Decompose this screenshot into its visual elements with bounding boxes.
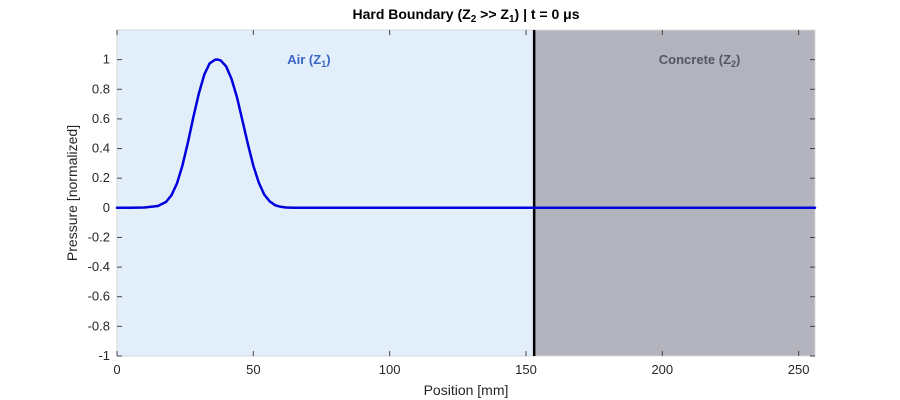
title-sub-z2: 2: [471, 14, 477, 25]
y-tick-label: 0.6: [92, 111, 110, 126]
y-tick-label: -1: [98, 348, 110, 363]
title-suffix: ) | t = 0 μs: [515, 6, 580, 22]
chart-title: Hard Boundary (Z2 >> Z1) | t = 0 μs: [352, 6, 579, 25]
x-tick-label: 200: [651, 362, 673, 377]
y-tick-label: 0.2: [92, 170, 110, 185]
y-tick-label: -0.6: [88, 289, 110, 304]
title-mid: >> Z: [476, 6, 509, 22]
region-air: [117, 30, 535, 356]
x-tick-label: 150: [515, 362, 537, 377]
y-tick-label: 0.8: [92, 81, 110, 96]
x-tick-label: 100: [379, 362, 401, 377]
y-tick-label: 0: [103, 200, 110, 215]
series-layer: [115, 58, 817, 210]
plot-regions: [117, 30, 815, 356]
title-prefix: Hard Boundary (Z: [352, 6, 471, 22]
y-tick-label: -0.2: [88, 229, 110, 244]
series-line-pressure: [115, 58, 817, 210]
y-tick-label: -0.4: [88, 259, 110, 274]
axes-frame: [116, 29, 816, 357]
title-sub-z1: 1: [509, 14, 515, 25]
y-tick-label: 1: [103, 52, 110, 67]
y-tick-label: 0.4: [92, 141, 110, 156]
y-axis-label: Pressure [normalized]: [64, 125, 80, 261]
x-tick-label: 50: [246, 362, 260, 377]
x-tick-label: 0: [113, 362, 120, 377]
region-label-concrete: Concrete (Z2): [659, 52, 741, 69]
y-tick-label: -0.8: [88, 318, 110, 333]
y-axis-ticks: -1 -0.8 -0.6 -0.4 -0.2 0 0.2 0.4 0.6 0.8 1: [88, 52, 815, 363]
region-labels: Air (Z1) Concrete (Z2): [287, 52, 740, 69]
x-tick-label: 250: [788, 362, 810, 377]
region-label-air: Air (Z1): [287, 52, 330, 69]
x-axis-ticks: 0 50 100 150 200 250: [113, 30, 809, 377]
region-concrete: [534, 30, 815, 356]
x-axis-label: Position [mm]: [424, 382, 509, 398]
